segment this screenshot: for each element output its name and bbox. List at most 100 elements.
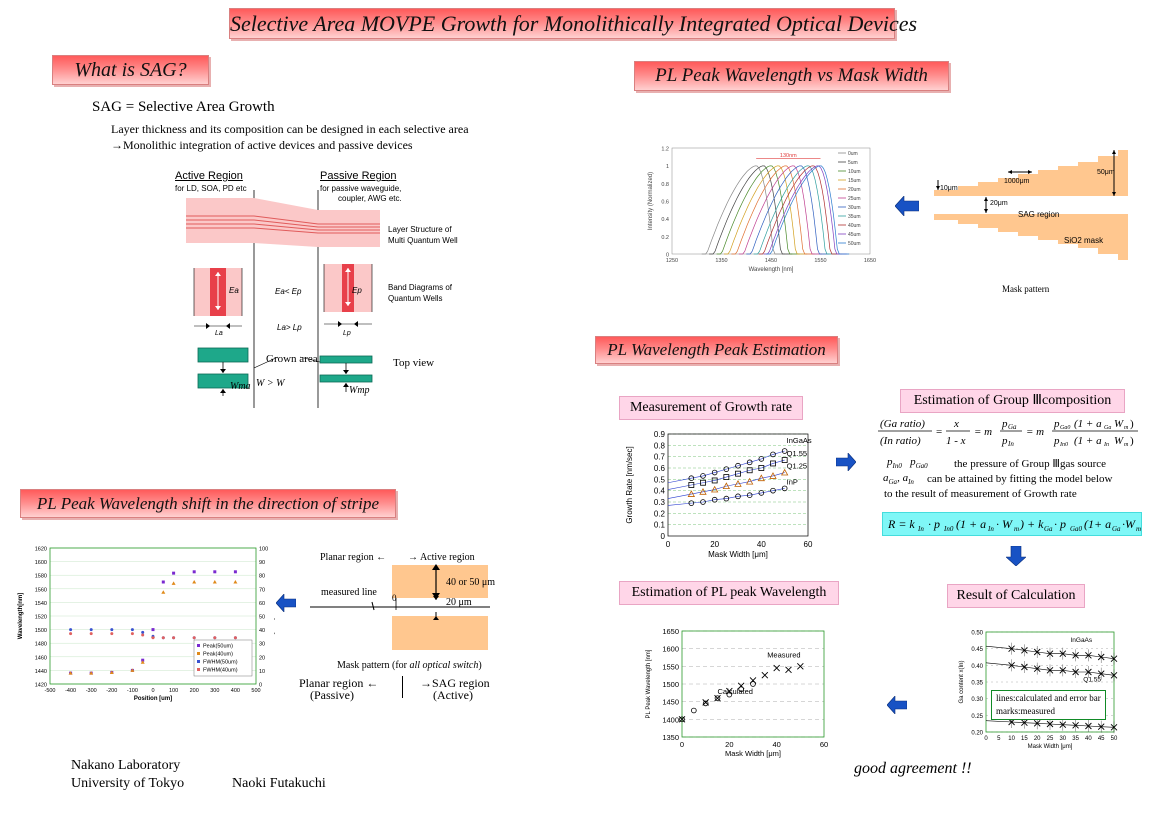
band-diagram-active [193, 268, 243, 329]
data-point [130, 628, 134, 632]
down-arrow-icon [1006, 546, 1026, 566]
series-line [667, 450, 785, 484]
spectrum-curve [731, 165, 815, 255]
x-tick-label: 0 [680, 740, 684, 749]
legend-label: 10um [848, 169, 861, 175]
data-point [723, 495, 730, 502]
mask-10um-label: 10μm [940, 185, 958, 192]
svg-text:· p: · p [1054, 517, 1066, 531]
band-diagram-passive [323, 264, 373, 327]
series-label: Q1.55 [787, 449, 807, 458]
svg-text:p: p [1053, 435, 1060, 447]
data-point [678, 716, 686, 723]
legend-label: 40um [848, 223, 861, 229]
length-relation: La> Lp [277, 323, 302, 332]
mask-20um-label: 20μm [990, 200, 1008, 207]
data-point [141, 633, 145, 637]
y-tick-label: 1400 [662, 715, 679, 724]
y2-tick-label: 90 [259, 560, 265, 566]
legend-label: 15um [848, 178, 861, 184]
band-diagram-label-1: Band Diagrams of [388, 283, 453, 292]
data-point [758, 490, 765, 496]
svg-text:p: p [1001, 435, 1008, 447]
x-tick-label: 1550 [814, 258, 826, 264]
svg-text:· W: · W [996, 517, 1013, 531]
layer-structure-label-1: Layer Structure of [388, 225, 452, 234]
y-tick-label: 1560 [35, 587, 47, 593]
x-tick-label: 50 [1111, 736, 1118, 742]
mask-pattern-caption: Mask pattern (for all optical switch) [337, 660, 482, 671]
y-tick-label: 0.35 [971, 681, 983, 687]
svg-text:In: In [1007, 440, 1014, 448]
spectrum-curve [758, 165, 842, 255]
stripe-width-label: 40 or 50 μm [446, 577, 495, 588]
y-tick-label: 1500 [662, 680, 679, 689]
data-point [781, 448, 788, 454]
data-point [770, 487, 776, 494]
data-point [1033, 720, 1041, 727]
pl-spectra-plot: 0 0.2 0.4 0.6 0.8 1 1.2 1250 1350 1450 1550 1650 Wav… [648, 147, 876, 274]
data-point [110, 628, 114, 632]
data-point [213, 570, 217, 574]
legend-label: FWHM(40um) [203, 668, 238, 674]
eq-lhs-num: (Ga ratio) [880, 418, 925, 430]
data-point [735, 470, 741, 477]
left-arrow-icon [887, 696, 907, 714]
y2-tick-label: 0 [259, 683, 262, 689]
legend-label: Peak(40um) [203, 652, 233, 658]
svg-text:p: p [1053, 418, 1060, 430]
mask-stripe-bottom [392, 616, 488, 650]
mask-pattern-caption-2: Mask pattern [1002, 284, 1050, 294]
legend-label: 50um [848, 241, 861, 247]
data-point [699, 487, 707, 495]
left-arrow-icon [276, 594, 296, 612]
data-point [691, 707, 697, 714]
passive-region-label: Passive Region [320, 170, 397, 182]
data-point [141, 658, 145, 662]
svg-text:(1+ a: (1+ a [1084, 517, 1111, 531]
svg-text:= m: = m [974, 426, 992, 438]
data-point [1008, 645, 1015, 652]
y-tick-label: 1600 [662, 645, 679, 654]
y2-tick-label: 70 [259, 587, 265, 593]
spectrum-curve [738, 165, 822, 255]
series-line [985, 662, 1115, 676]
svg-text:(1 + a: (1 + a [1074, 435, 1102, 447]
pl-estimation-chart: 1350 1400 1450 1500 1550 1600 1650 0 20 40 60 Mask … [646, 627, 828, 758]
y2-tick-label: 40 [259, 628, 265, 634]
y2-tick-label: 20 [259, 655, 265, 661]
svg-text:In: In [987, 525, 994, 533]
plot-frame [681, 630, 825, 738]
sag-heading: What is SAG? [52, 55, 209, 85]
stripe-gap-label: 20 μm [446, 597, 472, 608]
mask-stripe-top [392, 565, 488, 598]
data-point [797, 663, 804, 670]
legend-swatch [197, 668, 200, 671]
stripe-mask-diagram [310, 564, 490, 650]
series-line [985, 720, 1115, 728]
active-region-label: Active Region [175, 170, 243, 182]
a-symbols: aGa, aIn [883, 472, 914, 487]
mask-pattern-diagram [934, 150, 1128, 260]
x-tick-label: -400 [65, 688, 76, 694]
lines-note-box: lines:calculated and error bar marks:mea… [991, 690, 1106, 720]
legend-label: 30um [848, 205, 861, 211]
x-tick-label: 5 [997, 736, 1001, 742]
svg-text:· p: · p [928, 517, 940, 531]
data-point [688, 475, 695, 481]
quantum-well-lines [186, 215, 380, 234]
data-point [1072, 668, 1079, 676]
data-point [89, 632, 93, 636]
x-tick-label: 300 [210, 688, 219, 694]
series-label: InGaAs [787, 436, 812, 445]
lines-note-1: lines:calculated and error bar [996, 693, 1101, 703]
data-point [172, 636, 176, 640]
x-tick-label: -500 [44, 688, 55, 694]
y-tick-label: 1450 [662, 698, 679, 707]
sag-desc-2: →Monolithic integration of active device… [111, 138, 413, 152]
energy-relation: Ea< Ep [275, 287, 302, 296]
y2-tick-label: 60 [259, 601, 265, 607]
svg-text:) + k: ) + k [1019, 517, 1044, 531]
data-point [192, 580, 197, 584]
svg-text:In0: In0 [943, 525, 954, 533]
